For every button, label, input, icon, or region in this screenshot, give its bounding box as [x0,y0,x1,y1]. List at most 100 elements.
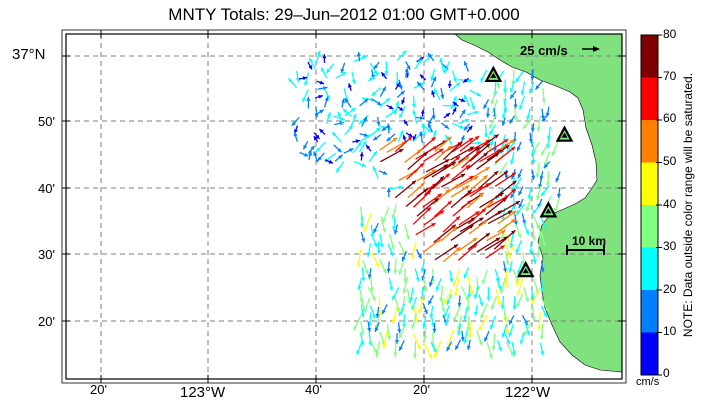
current-vector [359,132,369,137]
current-vector [416,249,422,260]
current-vector [504,250,510,266]
current-vector [443,288,453,305]
current-vector [322,54,327,63]
current-vector [504,240,512,259]
current-vector [511,341,517,356]
current-vector [375,306,380,319]
current-vector [515,204,526,215]
current-vector [368,150,378,163]
current-vector [519,332,525,345]
current-vector [422,277,428,292]
current-vector [306,96,311,109]
current-vector [419,74,427,81]
current-vector [371,87,382,97]
current-vector [478,170,499,190]
current-vector [388,277,394,291]
current-vector [463,60,470,72]
current-vector [478,294,484,307]
current-vector [398,105,406,119]
current-vector [425,158,450,173]
current-vector [519,95,525,110]
current-vector [441,62,449,71]
current-vector [335,71,347,79]
current-vector [487,135,492,151]
current-vector [531,170,536,180]
current-vector [394,82,401,90]
current-vector [461,150,481,169]
current-vector [396,50,407,62]
current-vector [419,131,424,144]
current-vector [358,140,368,153]
current-vector [473,285,480,300]
current-vector [509,233,514,248]
current-vector [404,68,409,79]
current-vector [509,80,515,93]
current-vector [490,90,497,105]
current-vector [458,237,478,251]
current-vector [451,137,474,153]
current-vector [525,197,532,212]
current-vector [304,72,310,87]
current-vector [452,122,465,130]
current-vector [467,110,480,116]
current-vector [459,217,484,233]
lat-label-50: 50' [38,114,55,129]
current-vector [508,314,515,325]
current-vector [389,233,395,250]
current-vector [359,152,364,161]
current-vector [422,193,443,208]
current-vector [412,206,432,225]
current-vector [457,243,478,261]
current-vector [352,141,362,154]
current-vector [463,267,470,279]
current-vector [490,133,495,147]
current-vector [356,341,363,355]
current-vector [530,123,535,133]
current-vector [494,146,516,164]
current-vector [416,81,425,91]
current-vector [491,333,496,351]
current-vector [360,133,372,143]
current-vector [485,107,490,118]
current-vector [478,210,503,226]
current-vector [295,70,300,83]
current-vector [395,71,400,86]
current-vector [469,166,491,180]
colorbar-tick-80: 80 [663,27,677,41]
current-vector [483,99,490,110]
current-vector [394,180,417,199]
current-vector [527,186,532,200]
current-vector [466,315,471,332]
current-vector [323,96,329,108]
current-vector [541,88,546,103]
current-vector [545,170,551,187]
current-vector [535,162,540,178]
current-vector [497,218,516,233]
current-vector [539,215,547,229]
current-vector [401,250,408,262]
current-vector [504,169,509,180]
current-vector [526,108,531,121]
current-vector [516,278,524,296]
current-vector [431,161,457,178]
current-vector [433,88,441,101]
current-vector [387,243,394,257]
current-vector [443,61,450,74]
current-vector [476,330,483,346]
current-vector [489,124,496,136]
current-vector [540,231,547,248]
current-vector [442,246,461,263]
lat-label-40: 40' [38,181,55,196]
current-vector [540,296,550,313]
current-vector [440,173,466,188]
current-vector [398,303,406,317]
current-vector [466,152,489,170]
radar-station-center [522,268,529,274]
current-vector [502,305,508,322]
current-vector [343,147,354,154]
current-vector [369,276,374,292]
colorbar [640,34,662,376]
current-vector [457,295,462,307]
current-vector [469,89,482,97]
current-vector [449,82,461,92]
